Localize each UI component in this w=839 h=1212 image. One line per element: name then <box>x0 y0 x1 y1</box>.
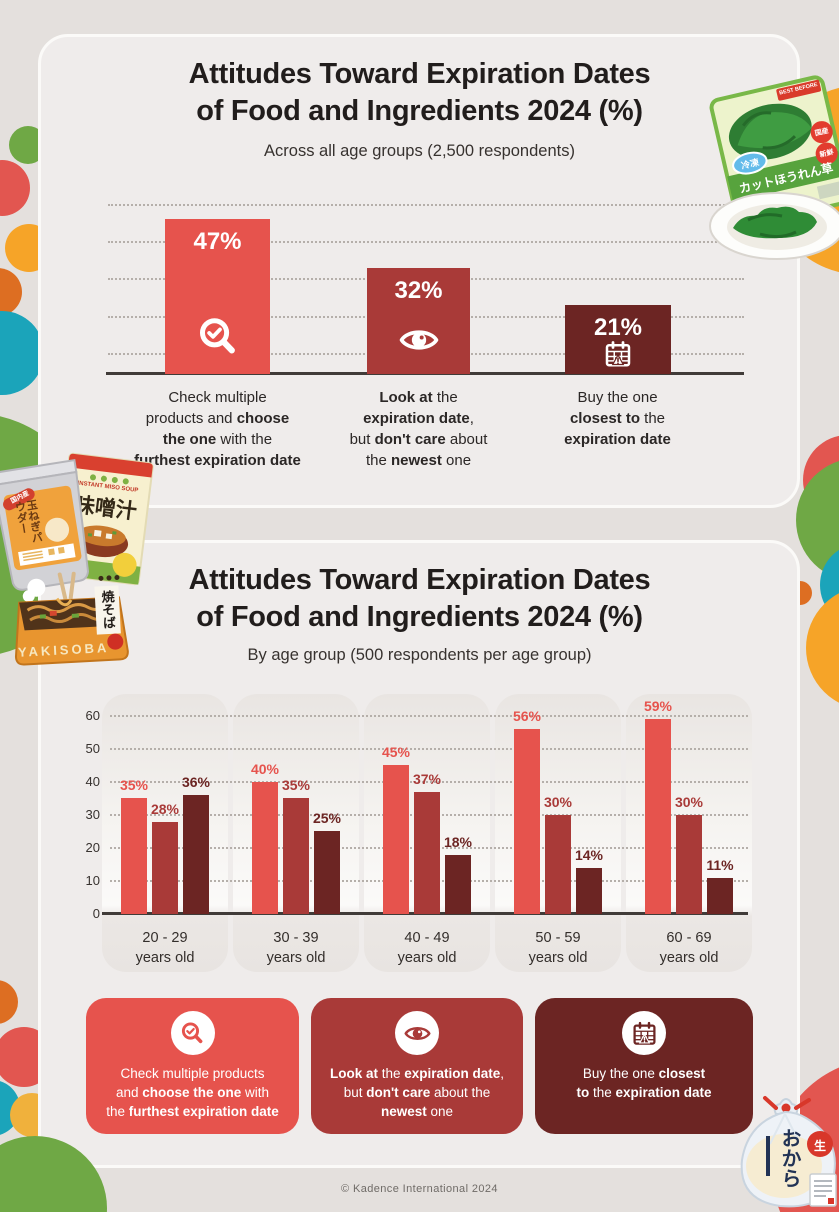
chart2-bar <box>445 855 471 914</box>
bar-value-label: 35% <box>119 777 149 793</box>
chart2-bar <box>514 729 540 914</box>
chart2-bar <box>576 868 602 914</box>
y-tick-label: 0 <box>92 906 100 921</box>
bar-value-label: 14% <box>574 847 604 863</box>
eye-icon <box>395 1011 439 1055</box>
page-title: Attitudes Toward Expiration Dates of Foo… <box>188 58 651 127</box>
yakisoba-label-jp: 焼そば <box>99 589 117 630</box>
bar-value-label: 21% <box>593 314 643 341</box>
legend-card-text: Buy the one closest to the expiration da… <box>576 1066 712 1100</box>
calendar-alert-icon <box>622 1011 666 1055</box>
spinach-package-graphic <box>709 75 839 228</box>
bar-value-label: 45% <box>381 744 411 760</box>
decor-circle-dark-orange <box>0 268 22 316</box>
chart2-bar <box>414 792 440 914</box>
chart2-bar <box>283 798 309 914</box>
age-group-label: 40 - 49 years old <box>397 930 457 966</box>
y-tick-label: 20 <box>85 840 100 855</box>
chart1-bar: 32% <box>367 268 470 374</box>
bar-value-label: 36% <box>181 774 211 790</box>
age-group-label: 20 - 29 years old <box>135 930 195 966</box>
bar-value-label: 37% <box>412 771 442 787</box>
bar-value-label: 59% <box>643 698 673 714</box>
bar-value-label: 30% <box>674 794 704 810</box>
bar-value-label: 47% <box>193 228 242 255</box>
decor-circle-orange <box>0 980 18 1024</box>
footer-credit: © Kadence International 2024 <box>341 1183 498 1195</box>
y-tick-label: 60 <box>85 708 100 723</box>
chart2-bar <box>545 815 571 914</box>
spinach-plate-graphic <box>709 192 839 260</box>
chart1-bar: 47% <box>165 219 270 374</box>
bar-value-label: 40% <box>250 761 280 777</box>
chart2-bar <box>645 719 671 914</box>
gridline <box>110 781 748 783</box>
page-subtitle: By age group (500 respondents per age gr… <box>247 646 592 664</box>
age-group-label: 30 - 39 years old <box>266 930 326 966</box>
spinach-package-illustration: カットほうれん草 冷凍 BEST BEFORE 国産 新鮮 <box>706 72 839 231</box>
y-tick-label: 40 <box>85 774 100 789</box>
onion-powder-graphic <box>0 458 89 591</box>
page-subtitle: Across all age groups (2,500 respondents… <box>264 142 575 160</box>
y-tick-label: 30 <box>85 807 100 822</box>
chart2-bar <box>152 822 178 914</box>
bar-value-label: 28% <box>150 801 180 817</box>
magnifier-check-icon <box>195 314 241 360</box>
okara-bag-graphic <box>740 1096 837 1208</box>
gridline <box>110 748 748 750</box>
chart2-bar <box>183 795 209 914</box>
legend-card-buy-closest: Buy the one closest to the expiration da… <box>535 998 753 1134</box>
gridline <box>110 715 748 717</box>
age-group-label: 50 - 59 years old <box>528 930 588 966</box>
yakisoba-graphic <box>14 571 129 666</box>
bar-value-label: 18% <box>443 834 473 850</box>
okara-label: おから <box>778 1128 800 1188</box>
bar-caption: Check multiple products and choose the o… <box>134 389 301 469</box>
chart1-bar: 21% <box>565 305 671 374</box>
age-group-label: 60 - 69 years old <box>659 930 719 966</box>
gridline <box>108 241 744 243</box>
chart2-bar <box>252 782 278 914</box>
legend-card-look-at-date: Look at the expiration date, but don't c… <box>311 998 523 1134</box>
eye-icon <box>399 320 439 360</box>
bar-value-label: 35% <box>281 777 311 793</box>
okara-bag-illustration: おから 生 生 <box>728 1082 839 1212</box>
page-title: Attitudes Toward Expiration Dates of Foo… <box>188 564 651 633</box>
chart2-bar <box>707 878 733 914</box>
onion-powder-illustration: 国内産 玉ねぎパウダー <box>0 453 101 595</box>
chart2-bar <box>121 798 147 914</box>
okara-badge-label: 生 <box>813 1139 826 1153</box>
chart2-bar <box>314 831 340 914</box>
legend-card-check-multiple: Check multiple products and choose the o… <box>86 998 299 1134</box>
spinach-plate-illustration <box>708 190 839 262</box>
bar-value-label: 30% <box>543 794 573 810</box>
chart2-bar <box>676 815 702 914</box>
magnifier-check-icon <box>170 1011 215 1055</box>
y-tick-label: 10 <box>85 873 100 888</box>
bar-value-label: 32% <box>394 277 443 304</box>
bar-value-label: 11% <box>706 857 734 873</box>
yakisoba-illustration: 焼そば YAKISOBA <box>8 567 133 669</box>
legend-card-text: Check multiple products and choose the o… <box>106 1066 279 1119</box>
chart2-bar <box>383 765 409 914</box>
calendar-alert-icon <box>603 339 633 369</box>
y-tick-label: 50 <box>85 741 100 756</box>
gridline <box>108 204 744 206</box>
bar-value-label: 56% <box>512 708 542 724</box>
bar-caption: Buy the one closest to the expiration da… <box>564 389 671 448</box>
bar-caption: Look at the expiration date, but don't c… <box>349 389 488 469</box>
legend-card-text: Look at the expiration date, but don't c… <box>329 1066 505 1119</box>
bar-value-label: 25% <box>312 810 342 826</box>
